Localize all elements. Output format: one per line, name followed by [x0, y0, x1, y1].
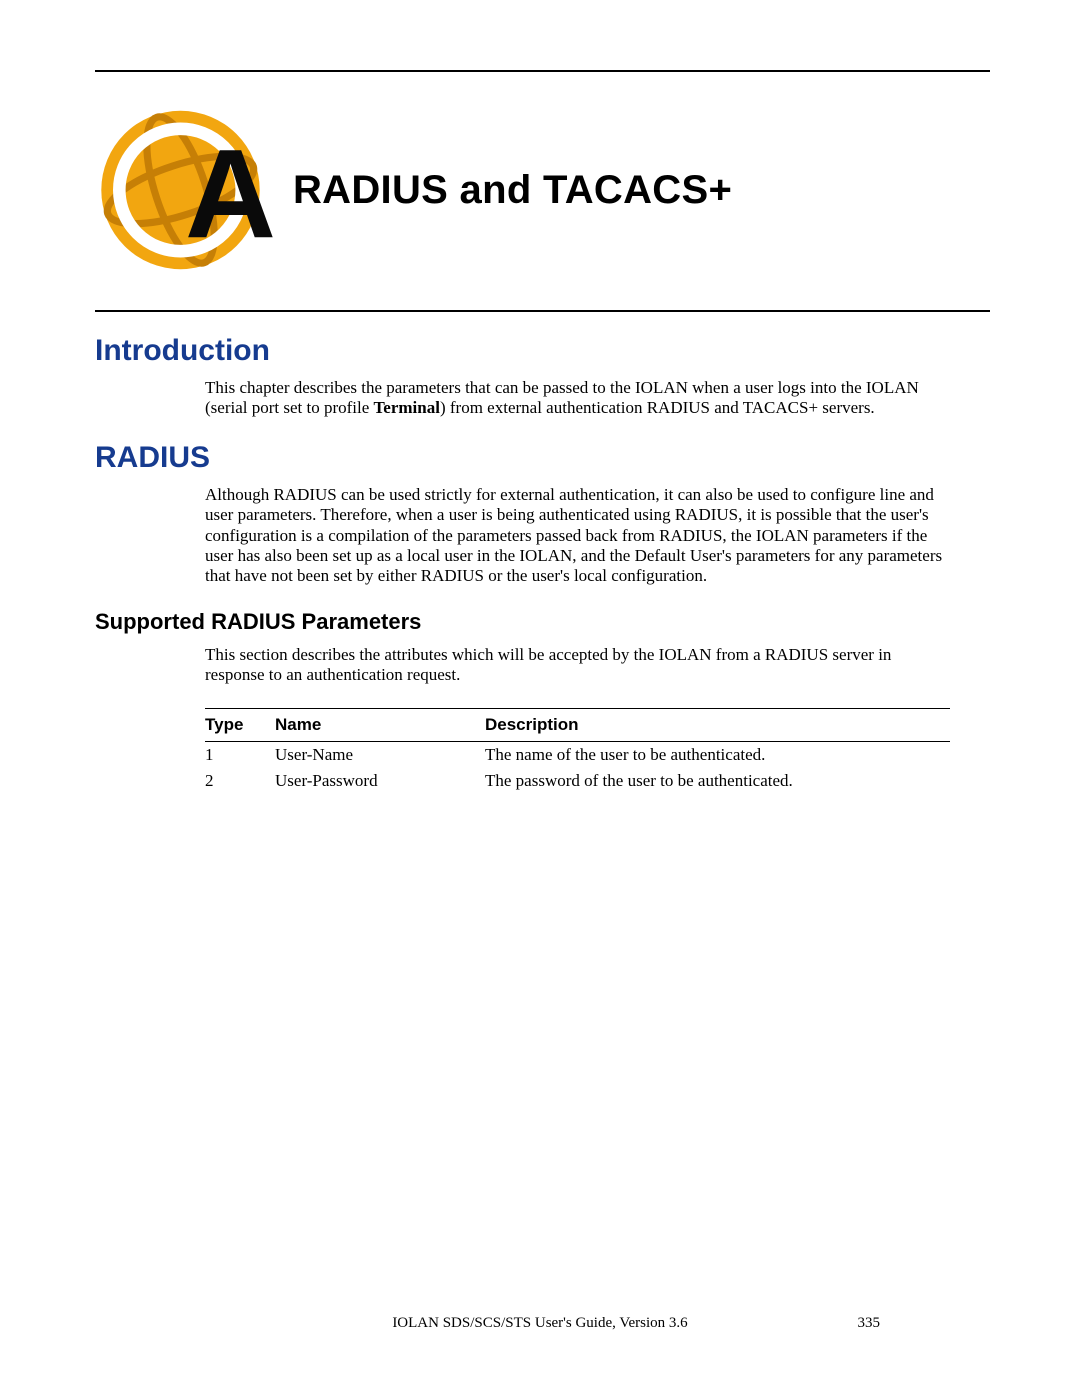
cell-name: User-Name — [275, 741, 485, 768]
section-heading-radius: RADIUS — [95, 441, 990, 475]
intro-body-post: ) from external authentication RADIUS an… — [440, 398, 875, 417]
intro-body: This chapter describes the parameters th… — [205, 378, 950, 419]
chapter-header: A RADIUS and TACACS+ — [95, 100, 990, 280]
section-heading-introduction: Introduction — [95, 334, 990, 368]
table-header-name: Name — [275, 708, 485, 741]
intro-body-bold: Terminal — [374, 398, 440, 417]
radius-params-table: Type Name Description 1 User-Name The na… — [205, 708, 950, 794]
chapter-rule — [95, 310, 990, 312]
table-header-type: Type — [205, 708, 275, 741]
cell-name: User-Password — [275, 768, 485, 794]
page-number: 335 — [858, 1315, 881, 1332]
top-rule — [95, 70, 990, 72]
section-heading-supported-params: Supported RADIUS Parameters — [95, 609, 990, 635]
table-header-description: Description — [485, 708, 950, 741]
table-header-row: Type Name Description — [205, 708, 950, 741]
cell-type: 2 — [205, 768, 275, 794]
cell-description: The name of the user to be authenticated… — [485, 741, 950, 768]
svg-text:A: A — [185, 123, 275, 264]
table-row: 2 User-Password The password of the user… — [205, 768, 950, 794]
supported-params-body: This section describes the attributes wh… — [205, 645, 950, 686]
appendix-globe-icon: A — [95, 100, 275, 280]
chapter-title: RADIUS and TACACS+ — [293, 168, 732, 213]
footer-text: IOLAN SDS/SCS/STS User's Guide, Version … — [0, 1315, 1080, 1332]
cell-type: 1 — [205, 741, 275, 768]
cell-description: The password of the user to be authentic… — [485, 768, 950, 794]
table-row: 1 User-Name The name of the user to be a… — [205, 741, 950, 768]
radius-body: Although RADIUS can be used strictly for… — [205, 485, 950, 587]
